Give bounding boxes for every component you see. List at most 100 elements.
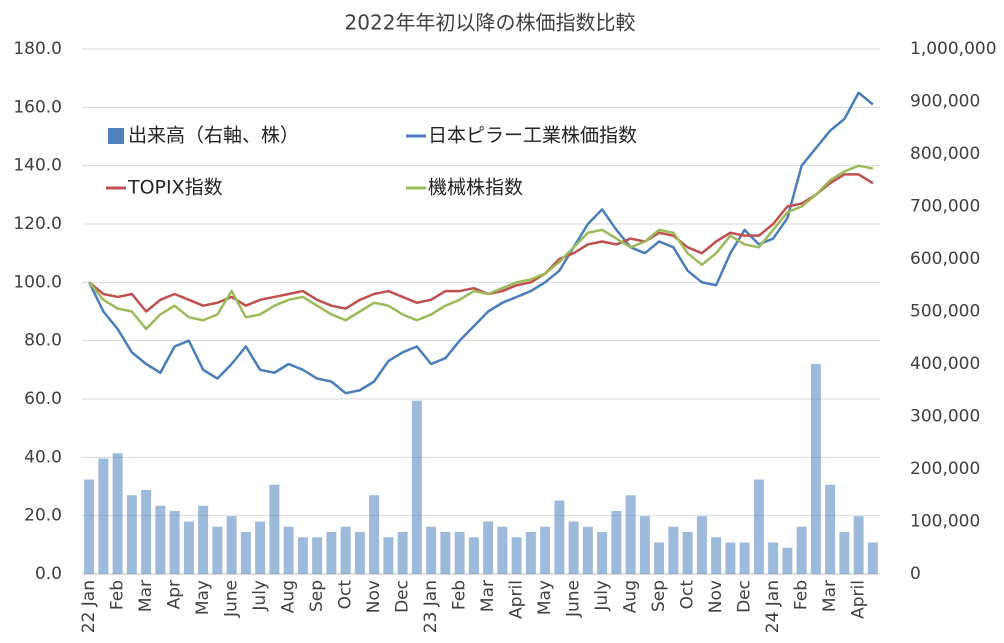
bar: [297, 537, 308, 574]
x-tick-label: Nov: [706, 580, 726, 613]
bar: [383, 537, 394, 574]
x-tick-label: April: [507, 580, 527, 619]
bar: [511, 537, 522, 574]
bar: [611, 511, 622, 574]
y2-tick-label: 800,000: [910, 144, 980, 164]
y2-tick-label: 900,000: [910, 92, 980, 112]
x-tick-label: June: [222, 580, 242, 618]
y-tick-label: 0.0: [35, 564, 62, 584]
bar: [169, 511, 180, 574]
x-tick-label: Mar: [136, 580, 156, 612]
x-tick-label: Oct: [336, 580, 356, 610]
line: [88, 164, 874, 331]
y-tick-label: 20.0: [24, 506, 62, 526]
bar: [240, 532, 251, 574]
x-tick-label: Aug: [621, 580, 641, 613]
bar: [426, 526, 437, 574]
bar: [411, 400, 422, 574]
y-tick-label: 160.0: [13, 97, 62, 117]
x-tick-label: 23 Jan: [421, 580, 441, 633]
x-tick-label: 22 Jan: [79, 580, 99, 633]
y2-tick-label: 100,000: [910, 512, 980, 532]
x-tick-label: Dec: [393, 580, 413, 613]
bar: [810, 364, 821, 574]
bar: [725, 542, 736, 574]
bar: [682, 532, 693, 574]
bar: [711, 537, 722, 574]
chart-title: 2022年年初以降の株価指数比較: [345, 11, 636, 35]
bar: [582, 526, 593, 574]
x-tick-label: Dec: [735, 580, 755, 613]
x-tick-label: Sep: [649, 580, 669, 612]
x-tick-label: June: [564, 580, 584, 618]
bar: [141, 490, 152, 574]
bar: [397, 532, 408, 574]
bar: [839, 532, 850, 574]
y2-tick-label: 200,000: [910, 459, 980, 479]
x-tick-label: Nov: [364, 580, 384, 613]
y-tick-label: 180.0: [13, 39, 62, 59]
bar: [525, 532, 536, 574]
bar: [597, 532, 608, 574]
legend-swatch: [108, 128, 124, 144]
bar: [283, 526, 294, 574]
bar: [753, 479, 764, 574]
bar: [696, 516, 707, 574]
bar: [668, 526, 679, 574]
bar: [155, 505, 166, 574]
x-tick-label: Oct: [678, 580, 698, 610]
x-tick-label: Mar: [478, 580, 498, 612]
bar: [568, 521, 579, 574]
y2-tick-label: 0: [910, 564, 921, 584]
y2-tick-label: 1,000,000: [910, 39, 997, 59]
x-tick-label: May: [535, 580, 555, 615]
legend-label: 出来高（右軸、株）: [128, 125, 299, 147]
bar: [183, 521, 194, 574]
bar: [84, 479, 95, 574]
x-tick-label: May: [193, 580, 213, 615]
y2-tick-label: 700,000: [910, 197, 980, 217]
bar: [483, 521, 494, 574]
bar: [212, 526, 223, 574]
y-tick-label: 100.0: [13, 272, 62, 292]
bar: [554, 500, 565, 574]
bar: [468, 537, 479, 574]
x-tick-label: April: [849, 580, 869, 619]
bar: [654, 542, 665, 574]
bar: [126, 495, 137, 574]
x-tick-label: Feb: [450, 580, 470, 610]
bar: [497, 526, 508, 574]
x-tick-label: 24 Jan: [763, 580, 783, 633]
bar: [739, 542, 750, 574]
line: [88, 173, 874, 313]
x-tick-label: July: [592, 580, 612, 612]
x-tick-label: Aug: [279, 580, 299, 613]
bar: [625, 495, 636, 574]
y2-tick-label: 600,000: [910, 249, 980, 269]
bar: [269, 484, 280, 574]
bar: [540, 526, 551, 574]
bar: [112, 453, 123, 574]
x-tick-label: Sep: [307, 580, 327, 612]
bar: [369, 495, 380, 574]
bar: [98, 458, 109, 574]
x-tick-label: Apr: [165, 580, 185, 609]
y-tick-label: 40.0: [24, 447, 62, 467]
bar: [312, 537, 323, 574]
y-tick-label: 120.0: [13, 214, 62, 234]
y2-tick-label: 400,000: [910, 354, 980, 374]
bar: [782, 547, 793, 574]
x-tick-label: Feb: [108, 580, 128, 610]
bar: [768, 542, 779, 574]
line: [88, 91, 874, 395]
y2-tick-label: 300,000: [910, 407, 980, 427]
y-tick-label: 60.0: [24, 389, 62, 409]
x-tick-label: Mar: [820, 580, 840, 612]
x-tick-label: Feb: [792, 580, 812, 610]
bar: [796, 526, 807, 574]
legend-label: TOPIX指数: [127, 177, 223, 199]
y-tick-label: 140.0: [13, 156, 62, 176]
bar: [440, 532, 451, 574]
bar: [340, 526, 351, 574]
bar: [639, 516, 650, 574]
